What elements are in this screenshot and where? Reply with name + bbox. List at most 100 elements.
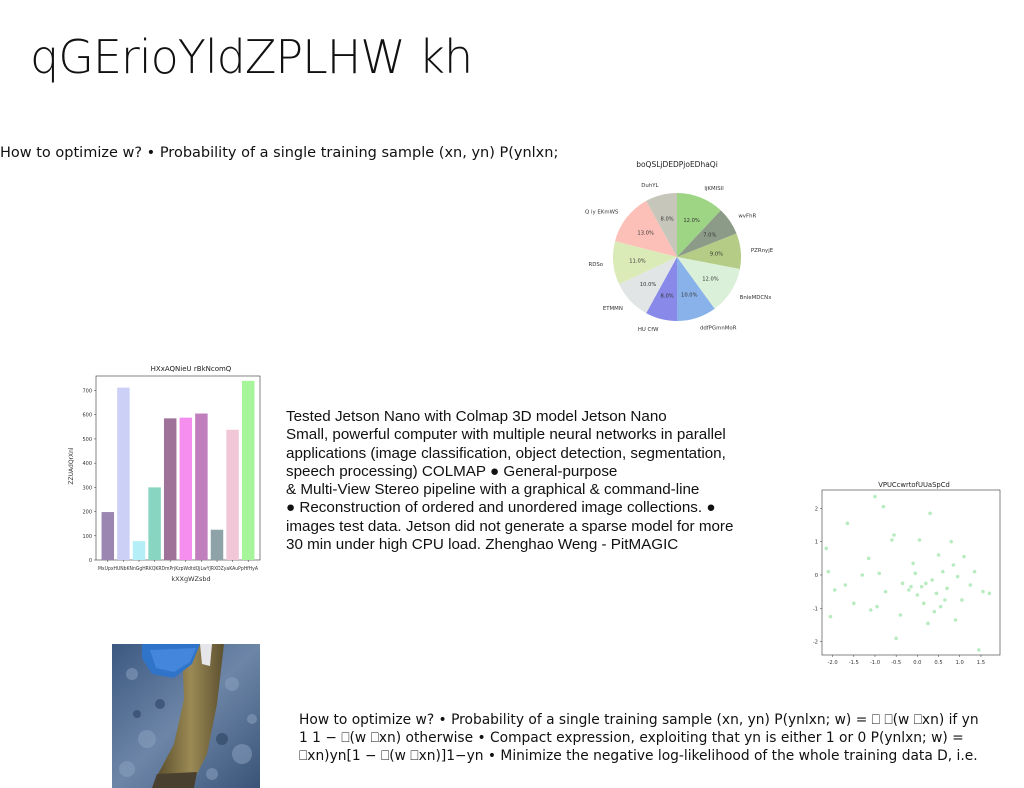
- scatter-point: [930, 578, 934, 582]
- scatter-point: [960, 598, 964, 602]
- bottom-line: ⎕xn)yn[1 − ⎕(w ⎕xn)]1−yn • Minimize the …: [299, 748, 978, 765]
- pie-value-label: 12.0%: [683, 218, 700, 224]
- scatter-point: [919, 584, 924, 589]
- bar-ytick-label: 500: [82, 437, 92, 443]
- bar: [117, 387, 130, 560]
- pie-value-label: 9.0%: [710, 251, 723, 257]
- pie-value-label: 13.0%: [637, 231, 654, 237]
- scatter-point: [953, 618, 958, 622]
- pie-value-label: 12.0%: [702, 276, 719, 282]
- scatter-point: [873, 494, 877, 499]
- scatter-point: [924, 581, 928, 586]
- pie-chart: boQSLjDEDPjoEDhaQi IjKMISIl 12.0% wvFhR 7.0…: [585, 160, 774, 333]
- photo-image: [112, 644, 260, 788]
- scatter-point: [955, 574, 960, 579]
- scatter-chart-title: VPUCcwrtofUUaSpCd: [878, 481, 950, 489]
- scatter-point: [890, 538, 894, 542]
- pie-slice-label: wvFhR: [738, 213, 756, 219]
- scatter-point: [845, 521, 850, 526]
- bar: [179, 417, 193, 560]
- bar: [148, 487, 161, 560]
- bar: [195, 413, 208, 560]
- scatter-point: [926, 621, 930, 626]
- scatter-ytick-label: 2: [815, 506, 818, 512]
- scatter-point: [977, 648, 981, 652]
- scatter-point: [826, 569, 831, 574]
- bar-chart-category-labels: MxUpxHUNbKNnGgHRKQKRDmPrjKzpWdtdQjLwYJRX…: [98, 566, 258, 572]
- scatter-point: [917, 538, 922, 542]
- scatter-point: [928, 511, 932, 516]
- scatter-point: [860, 573, 865, 577]
- scatter-ytick-label: -1: [813, 606, 818, 612]
- scatter-xtick-label: -0.5: [891, 660, 901, 666]
- scatter-point: [877, 571, 882, 576]
- bar-ytick-label: 200: [82, 510, 92, 516]
- body-line: applications (image classification, obje…: [286, 444, 726, 462]
- pie-slice: [646, 193, 677, 257]
- scatter-chart-frame: [821, 489, 1001, 656]
- scatter-point: [972, 569, 977, 574]
- scatter-point: [940, 569, 945, 574]
- pie-slice: [619, 257, 677, 314]
- scatter-point: [949, 539, 954, 544]
- scatter-point: [968, 583, 973, 587]
- pie-slice-label: PZRnyjE: [751, 248, 774, 254]
- scatter-point: [881, 504, 886, 509]
- scatter-point: [934, 591, 939, 596]
- bar-ytick-label: 300: [82, 485, 92, 491]
- body-line: & Multi-View Stereo pipeline with a grap…: [286, 481, 700, 499]
- scatter-xtick-label: 1.5: [977, 660, 985, 666]
- scatter-xtick-label: -1.5: [849, 660, 859, 666]
- scatter-ytick-label: -2: [813, 640, 818, 646]
- body-paragraph: Tested Jetson Nano with Colmap 3D model …: [286, 408, 766, 554]
- scatter-point: [945, 586, 949, 591]
- bar: [226, 429, 239, 560]
- pie-value-label: 7.0%: [703, 233, 716, 239]
- scatter-ytick-label: 0: [815, 573, 818, 579]
- scatter-point: [981, 589, 985, 594]
- scatter-point: [943, 598, 947, 602]
- pie-slice-label: ddfPGmnMoR: [700, 326, 737, 332]
- pie-slice: [677, 257, 740, 309]
- pie-slice: [677, 210, 737, 257]
- scatter-point: [907, 588, 911, 592]
- scatter-point: [921, 601, 926, 606]
- scatter-point: [951, 563, 956, 567]
- photo-illustration: [112, 644, 260, 788]
- pie-slice: [677, 233, 741, 269]
- scatter-point: [938, 604, 943, 609]
- pie-slice: [677, 193, 721, 257]
- scatter-point: [883, 589, 888, 594]
- scatter-point: [828, 614, 833, 619]
- pie-slice-label: DuhYL: [641, 183, 658, 189]
- scatter-point: [868, 608, 873, 612]
- bar-chart-ylabel: ZZUAdQrXnl: [68, 447, 75, 485]
- bar-chart-title: HXxAQNieU rBkNcomQ: [151, 365, 232, 373]
- scatter-point: [824, 546, 829, 551]
- scatter-xtick-label: -1.0: [870, 660, 880, 666]
- bar: [210, 529, 224, 560]
- scatter-point: [936, 553, 941, 557]
- bottom-line: How to optimize w? • Probability of a si…: [299, 712, 979, 728]
- scatter-chart: VPUCcwrtofUUaSpCd -2.0 -1.5 -1.0 -0.5 0.0 0.5…: [813, 481, 1001, 666]
- scatter-xtick-label: 1.0: [956, 660, 964, 666]
- pie-slice: [646, 257, 677, 321]
- body-line: images test data. Jetson did not generat…: [286, 517, 734, 535]
- pie-value-label: 8.0%: [661, 217, 674, 223]
- body-line: Small, powerful computer with multiple n…: [286, 426, 726, 444]
- bottom-line: 1 1 − ⎕(w ⎕xn) otherwise • Compact expre…: [299, 730, 964, 747]
- body-line: speech processing) COLMAP ● General-purp…: [286, 462, 618, 480]
- scatter-point: [898, 613, 903, 617]
- pie-slice: [677, 257, 715, 321]
- pie-slice: [613, 241, 677, 285]
- pie-slice: [615, 200, 677, 257]
- body-line: Tested Jetson Nano with Colmap 3D model …: [286, 408, 667, 425]
- pie-value-label: 11.0%: [629, 259, 646, 265]
- scatter-xtick-label: 0.5: [934, 660, 942, 666]
- pie-slice-label: ETMMN: [603, 306, 623, 312]
- scatter-point: [892, 533, 896, 537]
- scatter-point: [913, 571, 918, 576]
- bar: [132, 541, 146, 560]
- scatter-point: [900, 581, 905, 586]
- bar-ytick-label: 100: [82, 534, 92, 540]
